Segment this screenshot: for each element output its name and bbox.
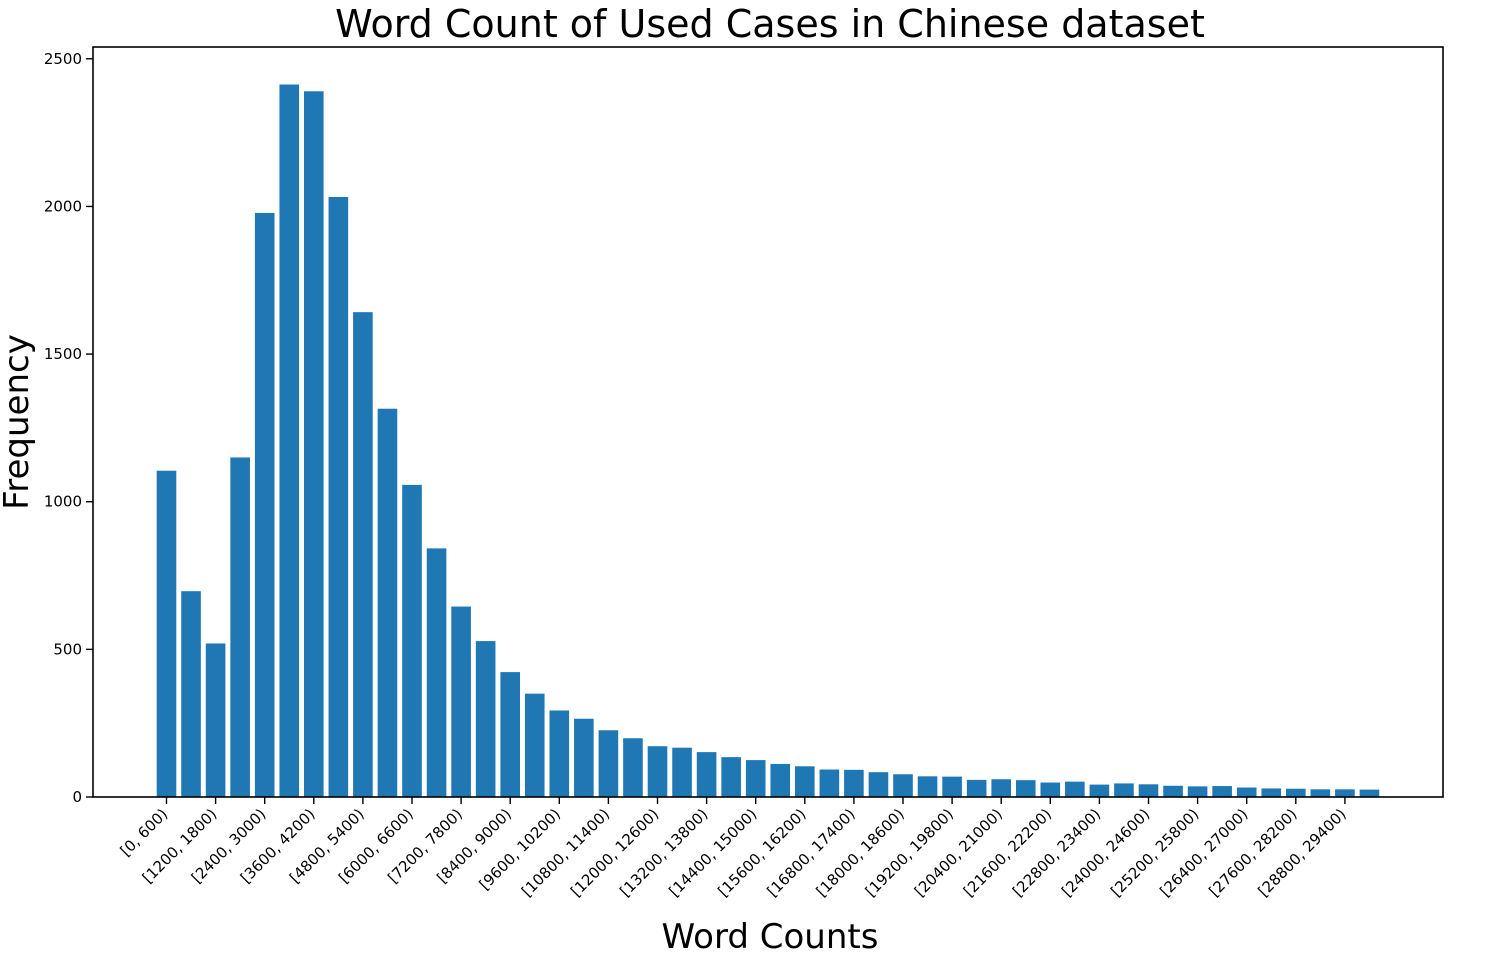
bar — [844, 769, 864, 797]
bar — [1040, 782, 1061, 797]
bar — [230, 457, 250, 797]
bar — [745, 760, 766, 797]
plot-frame — [92, 46, 1444, 798]
bar — [770, 763, 791, 797]
bar — [156, 470, 177, 797]
bar — [819, 769, 840, 797]
y-tick-label: 500 — [53, 640, 82, 658]
x-tick-label: [16800, 17400) — [763, 805, 858, 900]
y-tick-label: 1500 — [44, 345, 82, 363]
bar — [966, 779, 987, 797]
x-tick-label: [21600, 22200) — [960, 805, 1055, 900]
bar — [1187, 786, 1208, 797]
bar — [426, 548, 447, 797]
bar — [328, 197, 349, 797]
y-tick-label: 1000 — [44, 493, 82, 511]
x-tick-label: [10800, 11400) — [518, 805, 613, 900]
bar — [1261, 788, 1282, 797]
bar — [1236, 787, 1257, 797]
y-axis: 0 500 1000 1500 2000 2500 — [44, 50, 93, 806]
x-axis: [0, 600)[1200, 1800)[2400, 3000)[3600, 4… — [117, 797, 1350, 900]
x-tick-label: [20400, 21000) — [911, 805, 1006, 900]
bar — [917, 776, 938, 797]
y-tick-label: 2500 — [44, 50, 82, 68]
bar — [598, 730, 619, 797]
x-tick-label: [24000, 24600) — [1058, 805, 1153, 900]
bar — [279, 84, 300, 797]
y-tick-label: 0 — [72, 788, 82, 806]
bar — [1310, 789, 1331, 797]
bar — [402, 484, 422, 797]
bar — [1015, 780, 1036, 797]
x-tick-label: [15600, 16200) — [714, 805, 809, 900]
bar — [1163, 785, 1183, 797]
bar — [254, 212, 275, 797]
bar — [868, 772, 889, 797]
bar — [1114, 783, 1134, 797]
bar — [1212, 786, 1232, 797]
bar — [500, 672, 520, 797]
bar — [1138, 784, 1159, 797]
bar — [893, 774, 913, 797]
bar — [574, 718, 594, 797]
x-axis-label: Word Counts — [662, 917, 879, 955]
bar — [696, 752, 717, 797]
bars — [156, 84, 1380, 798]
bar — [721, 757, 741, 797]
x-tick-label: [22800, 23400) — [1009, 805, 1104, 900]
bar — [942, 776, 962, 797]
bar — [549, 710, 570, 797]
x-tick-label: [19200, 19800) — [862, 805, 957, 900]
bar — [181, 591, 201, 797]
bar — [647, 746, 668, 797]
x-tick-label: [27600, 28200) — [1205, 805, 1300, 900]
bar — [623, 738, 643, 797]
bar — [1335, 789, 1355, 797]
x-tick-label: [12000, 12600) — [567, 805, 662, 900]
bar — [451, 606, 471, 797]
x-tick-label: [28800, 29400) — [1254, 805, 1349, 900]
bar — [353, 312, 373, 797]
x-tick-label: [18000, 18600) — [813, 805, 908, 900]
bar — [1065, 781, 1085, 797]
x-tick-label: [26400, 27000) — [1156, 805, 1251, 900]
bar — [991, 779, 1011, 797]
bar — [205, 643, 226, 797]
y-tick-label: 2000 — [44, 197, 82, 215]
bar — [1286, 788, 1306, 797]
bar — [304, 91, 324, 798]
y-axis-label: Frequency — [0, 334, 37, 510]
bar — [1089, 784, 1110, 797]
bar — [475, 641, 496, 797]
x-tick-label: [13200, 13800) — [616, 805, 711, 900]
chart-title: Word Count of Used Cases in Chinese data… — [335, 2, 1205, 46]
bar — [672, 747, 692, 797]
bar — [1359, 789, 1380, 797]
x-tick-label: [25200, 25800) — [1107, 805, 1202, 900]
bar — [524, 693, 545, 797]
bar — [795, 766, 815, 797]
x-tick-label: [14400, 15000) — [665, 805, 760, 900]
bar — [377, 408, 398, 797]
